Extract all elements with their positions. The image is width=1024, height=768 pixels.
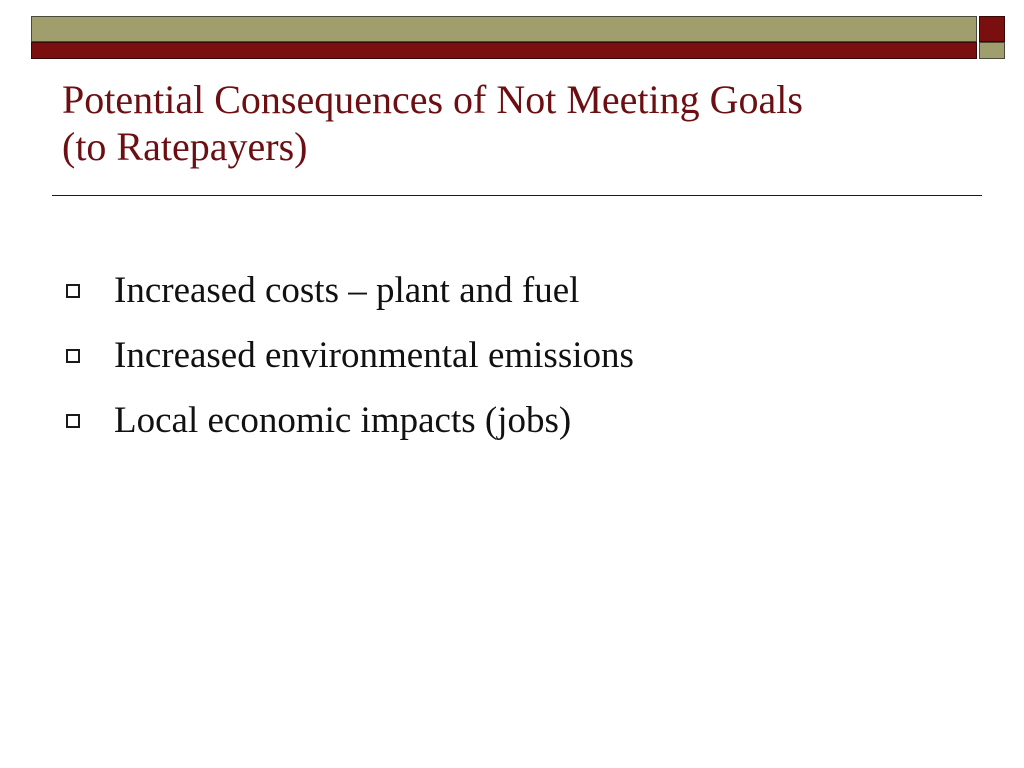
- header-bar-olive: [31, 16, 977, 42]
- slide-title-line-2: (to Ratepayers): [62, 124, 308, 169]
- bullet-item: Increased environmental emissions: [66, 323, 634, 388]
- hollow-square-bullet-icon: [66, 283, 80, 298]
- slide-title: Potential Consequences of Not Meeting Go…: [62, 76, 992, 170]
- header-bar-maroon: [31, 42, 977, 59]
- bullet-list: Increased costs – plant and fuel Increas…: [66, 258, 634, 453]
- hollow-square-bullet-icon: [66, 413, 80, 428]
- slide-title-line-1: Potential Consequences of Not Meeting Go…: [62, 77, 803, 122]
- bullet-item: Local economic impacts (jobs): [66, 388, 634, 453]
- bullet-text: Local economic impacts (jobs): [114, 400, 572, 441]
- title-divider: [52, 195, 982, 196]
- bullet-text: Increased costs – plant and fuel: [114, 270, 580, 311]
- bullet-item: Increased costs – plant and fuel: [66, 258, 634, 323]
- header-square-maroon: [979, 16, 1005, 42]
- header-square-olive: [979, 42, 1005, 59]
- hollow-square-bullet-icon: [66, 348, 80, 363]
- bullet-text: Increased environmental emissions: [114, 335, 634, 376]
